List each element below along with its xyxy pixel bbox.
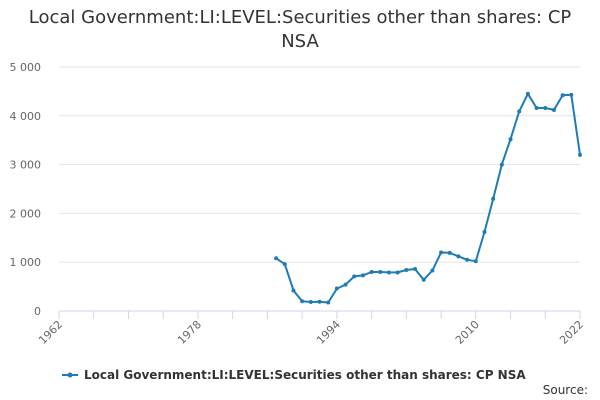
- data-point[interactable]: [369, 269, 374, 274]
- data-point[interactable]: [560, 93, 565, 98]
- y-tick-label: 3 000: [10, 159, 42, 172]
- x-tick-label: 1978: [175, 318, 204, 347]
- data-point[interactable]: [413, 267, 418, 272]
- data-point[interactable]: [352, 274, 357, 279]
- x-axis: 1962 1978 1994 2010 2022: [36, 310, 586, 347]
- data-point[interactable]: [482, 229, 487, 234]
- data-point[interactable]: [274, 256, 279, 261]
- y-axis-ticks: 0 1 000 2 000 3 000 4 000 5 000: [10, 61, 42, 318]
- data-point[interactable]: [525, 91, 530, 96]
- data-point[interactable]: [343, 282, 348, 287]
- y-tick-label: 2 000: [10, 207, 42, 220]
- data-point[interactable]: [491, 196, 496, 201]
- chart-title-line-1: Local Government:LI:LEVEL:Securities oth…: [29, 7, 572, 28]
- series-line[interactable]: [275, 92, 581, 304]
- data-point[interactable]: [360, 273, 365, 278]
- grid-lines: [59, 66, 580, 312]
- data-point[interactable]: [300, 299, 305, 304]
- data-point[interactable]: [308, 299, 313, 304]
- data-point[interactable]: [456, 254, 461, 259]
- legend-marker: [67, 372, 73, 378]
- data-point[interactable]: [430, 268, 435, 273]
- y-tick-label: 0: [34, 305, 41, 318]
- data-point[interactable]: [499, 162, 504, 167]
- legend[interactable]: Local Government:LI:LEVEL:Securities oth…: [62, 368, 526, 382]
- plot-area: [274, 91, 582, 305]
- data-point[interactable]: [317, 299, 322, 304]
- data-point[interactable]: [551, 107, 556, 112]
- x-tick-label: 2010: [453, 318, 482, 347]
- y-tick-label: 4 000: [10, 110, 42, 123]
- x-tick-label: 1994: [314, 318, 343, 347]
- data-point[interactable]: [543, 105, 548, 110]
- data-point[interactable]: [421, 277, 426, 282]
- data-point[interactable]: [517, 109, 522, 114]
- data-point[interactable]: [395, 270, 400, 275]
- data-point[interactable]: [439, 250, 444, 255]
- x-tick-label: 2022: [557, 318, 586, 347]
- y-tick-label: 5 000: [10, 61, 42, 74]
- data-point[interactable]: [473, 259, 478, 264]
- x-tick-label: 1962: [36, 318, 65, 347]
- source-label: Source:: [543, 383, 588, 397]
- data-point[interactable]: [386, 270, 391, 275]
- data-point[interactable]: [447, 250, 452, 255]
- data-point[interactable]: [534, 105, 539, 110]
- data-point[interactable]: [282, 262, 287, 267]
- y-tick-label: 1 000: [10, 256, 42, 269]
- data-point[interactable]: [291, 288, 296, 293]
- data-point[interactable]: [508, 137, 513, 142]
- data-point[interactable]: [404, 268, 409, 273]
- chart-title-line-2: NSA: [281, 31, 319, 52]
- legend-label: Local Government:LI:LEVEL:Securities oth…: [84, 368, 526, 382]
- data-point[interactable]: [378, 269, 383, 274]
- data-point[interactable]: [578, 152, 582, 157]
- data-point[interactable]: [334, 286, 339, 291]
- data-point[interactable]: [326, 300, 331, 305]
- data-point[interactable]: [465, 257, 470, 262]
- data-point[interactable]: [569, 92, 574, 97]
